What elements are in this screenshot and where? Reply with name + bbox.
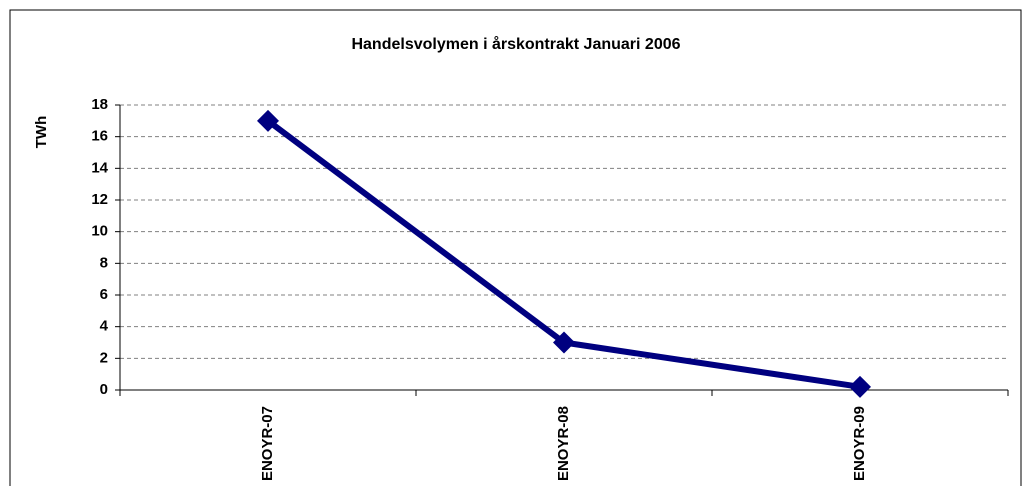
x-tick-label: ENOYR-07 xyxy=(259,406,276,481)
y-tick-label: 6 xyxy=(100,286,108,303)
y-tick-label: 18 xyxy=(91,96,108,113)
y-tick-label: 12 xyxy=(91,191,108,208)
y-tick-label: 14 xyxy=(91,159,108,176)
y-tick-label: 8 xyxy=(100,254,108,271)
y-tick-label: 16 xyxy=(91,128,108,145)
y-axis-label: TWh xyxy=(33,116,50,148)
y-tick-label: 10 xyxy=(91,223,108,240)
x-tick-label: ENOYR-09 xyxy=(851,406,868,481)
chart-frame xyxy=(9,9,1022,486)
point-marker xyxy=(257,109,279,132)
point-marker xyxy=(849,375,871,398)
y-tick-label: 0 xyxy=(100,381,108,398)
y-tick-label: 4 xyxy=(100,318,109,335)
y-tick-label: 2 xyxy=(100,349,108,366)
x-tick-label: ENOYR-08 xyxy=(555,406,572,481)
point-marker xyxy=(553,331,575,354)
chart-title: Handelsvolymen i årskontrakt Januari 200… xyxy=(351,35,680,53)
